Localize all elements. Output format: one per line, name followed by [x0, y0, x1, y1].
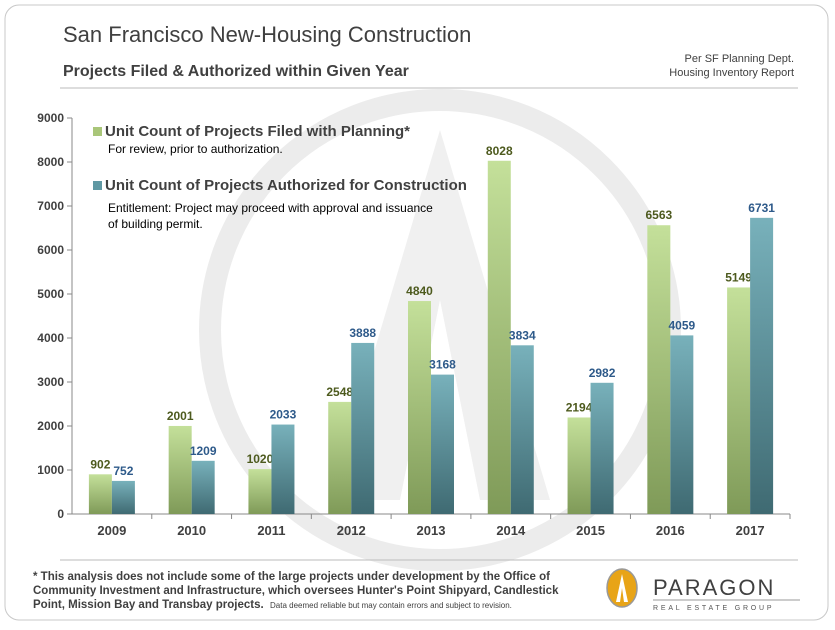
data-label: 3168 [429, 358, 456, 372]
source-line-1: Per SF Planning Dept. [685, 53, 794, 65]
chart-title: San Francisco New-Housing Construction [63, 22, 471, 47]
data-label: 8028 [486, 144, 513, 158]
bar-filed-2013 [408, 301, 431, 514]
legend-swatch-filed [93, 127, 102, 136]
bar-filed-2016 [647, 225, 671, 514]
bar-authorized-2017 [750, 217, 774, 514]
bar-authorized-2011 [271, 424, 295, 514]
data-label: 3834 [509, 328, 536, 342]
x-tick-label: 2011 [257, 523, 285, 538]
x-tick-label: 2013 [417, 523, 446, 538]
bar-authorized-2009 [111, 480, 135, 514]
bar-filed-2010 [168, 425, 192, 514]
x-tick-label: 2015 [576, 523, 605, 538]
data-label: 2194 [566, 400, 593, 414]
bar-filed-2011 [248, 469, 272, 514]
y-tick-label: 6000 [37, 243, 64, 257]
bar-authorized-2014 [510, 345, 534, 514]
y-tick-label: 2000 [37, 419, 64, 433]
x-tick-label: 2012 [337, 523, 366, 538]
legend-label-authorized: Unit Count of Projects Authorized for Co… [105, 177, 467, 194]
disclaimer: Data deemed reliable but may contain err… [270, 601, 512, 610]
footnote-line-3: Point, Mission Bay and Transbay projects… [33, 599, 264, 611]
legend-desc-filed: For review, prior to authorization. [108, 142, 283, 156]
chart-subtitle: Projects Filed & Authorized within Given… [63, 63, 409, 80]
data-label: 1020 [247, 452, 274, 466]
y-tick-label: 7000 [37, 199, 64, 213]
y-tick-label: 5000 [37, 287, 64, 301]
bar-authorized-2012 [351, 342, 375, 514]
y-tick-label: 1000 [37, 463, 64, 477]
data-label: 752 [113, 464, 133, 478]
y-tick-label: 4000 [37, 331, 64, 345]
legend-swatch-authorized [93, 181, 102, 190]
data-label: 6563 [645, 208, 672, 222]
footnote-line-2: Community Investment and Infrastructure,… [33, 585, 559, 597]
bar-authorized-2013 [431, 374, 454, 514]
paragon-logo: PARAGON REAL ESTATE GROUP [606, 568, 800, 612]
bar-authorized-2015 [590, 382, 614, 514]
data-label: 4059 [668, 318, 695, 332]
y-tick-label: 8000 [37, 155, 64, 169]
data-label: 1209 [190, 444, 217, 458]
y-tick-label: 9000 [37, 111, 64, 125]
y-tick-label: 3000 [37, 375, 64, 389]
y-tick-label: 0 [57, 507, 64, 521]
bar-authorized-2010 [191, 460, 215, 514]
bar-filed-2012 [328, 401, 352, 514]
data-label: 2033 [270, 408, 297, 422]
data-label: 5149 [725, 270, 752, 284]
legend-label-filed: Unit Count of Projects Filed with Planni… [105, 123, 410, 140]
data-label: 2982 [589, 366, 616, 380]
legend-desc-authorized-2: of building permit. [108, 217, 203, 231]
legend-desc-authorized-1: Entitlement: Project may proceed with ap… [108, 201, 433, 215]
x-tick-label: 2016 [656, 523, 685, 538]
x-tick-label: 2009 [97, 523, 126, 538]
data-label: 4840 [406, 284, 433, 298]
footnote-line-1: * This analysis does not include some of… [33, 571, 550, 583]
data-label: 902 [90, 457, 110, 471]
data-label: 6731 [748, 201, 775, 215]
data-label: 2001 [167, 409, 194, 423]
data-label: 2548 [326, 385, 353, 399]
bar-filed-2014 [487, 160, 511, 514]
logo-tagline: REAL ESTATE GROUP [653, 605, 774, 612]
bar-authorized-2016 [670, 335, 694, 514]
logo-name: PARAGON [653, 575, 775, 600]
bar-filed-2017 [727, 287, 751, 514]
x-tick-label: 2017 [736, 523, 765, 538]
data-label: 3888 [349, 326, 376, 340]
source-line-2: Housing Inventory Report [669, 67, 794, 79]
bar-filed-2009 [88, 474, 112, 514]
x-tick-label: 2010 [177, 523, 206, 538]
x-tick-label: 2014 [496, 523, 526, 538]
bar-filed-2015 [567, 417, 591, 514]
